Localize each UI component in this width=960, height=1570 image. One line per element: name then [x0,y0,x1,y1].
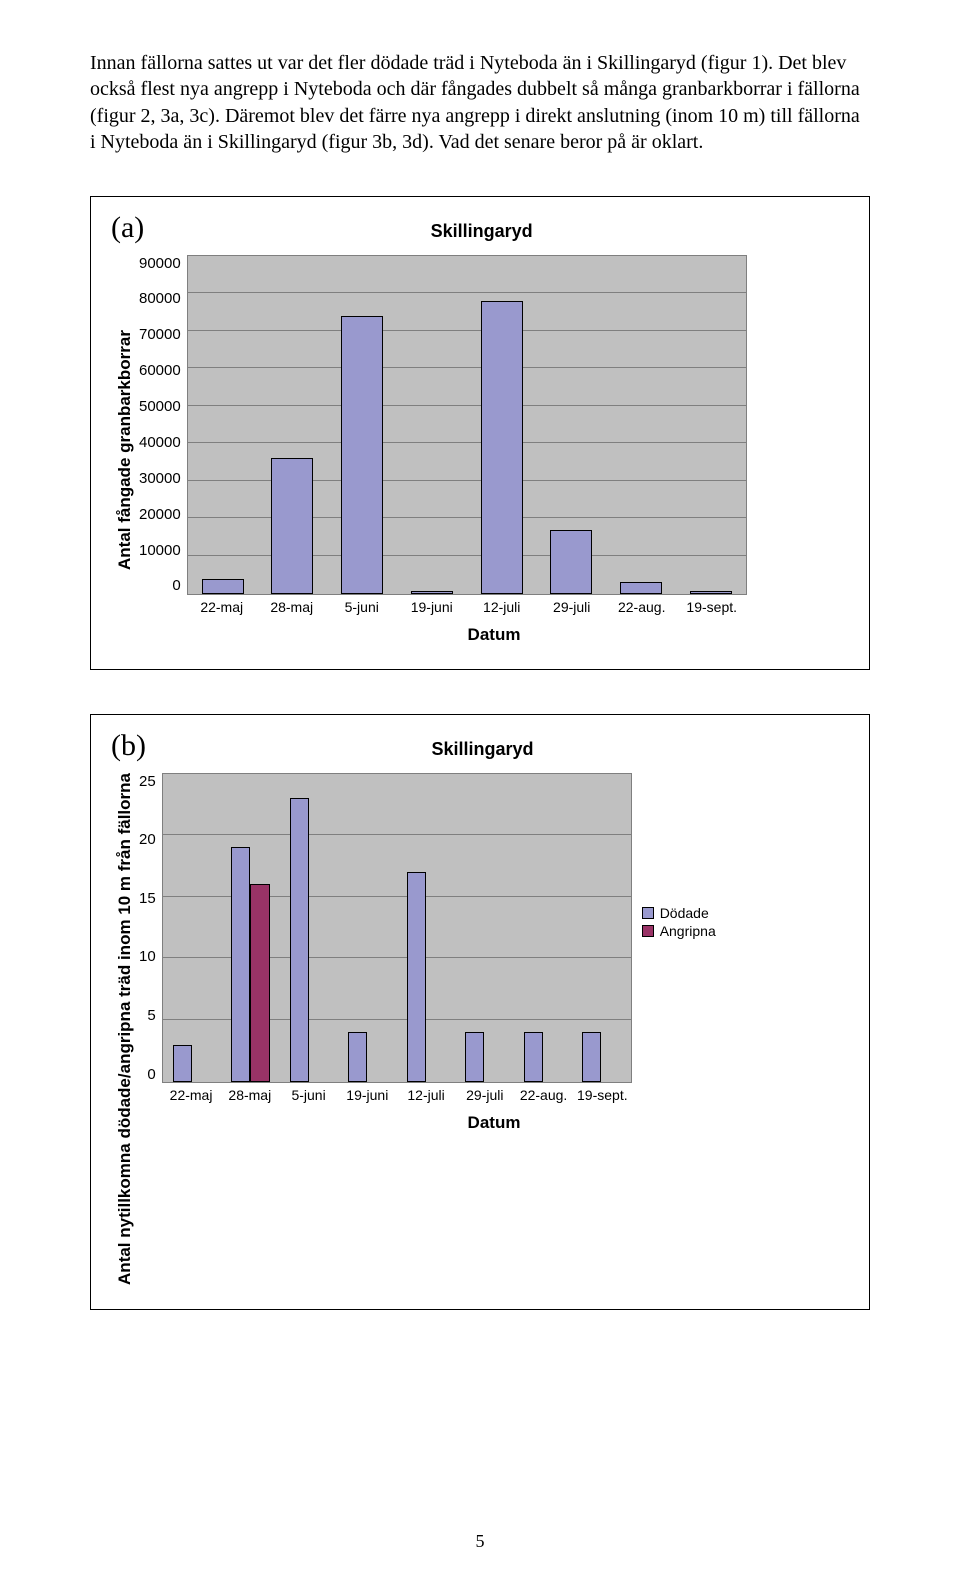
xtick-label: 19-juni [411,599,453,615]
ytick-label: 5 [147,1007,155,1024]
chart-b-xticks: 22-maj 28-maj 5-juni 19-juni 12-juli 29-juli 2… [162,1083,632,1107]
chart-a-plot-area [187,255,747,595]
chart-a-panel-letter: (a) [111,211,144,245]
legend-swatch [642,925,654,937]
xtick-label: 28-maj [228,1087,271,1103]
ytick-label: 10000 [139,542,181,559]
gridline [163,834,631,835]
xtick-label: 22-maj [200,599,243,615]
chart-b: (b) Skillingaryd Antal nytillkomna dödad… [90,714,870,1310]
ytick-label: 15 [139,890,156,907]
ytick-label: 40000 [139,434,181,451]
chart-b-y-label: Antal nytillkomna dödade/angripna träd i… [111,773,139,1285]
bar [271,458,313,593]
chart-b-x-label: Datum [139,1113,849,1133]
bar [173,1045,192,1082]
xtick-label: 28-maj [270,599,313,615]
ytick-label: 60000 [139,362,181,379]
ytick-label: 25 [139,773,156,790]
chart-a: (a) Skillingaryd Antal fångade granbarkb… [90,196,870,670]
chart-a-y-label: Antal fångade granbarkborrar [111,255,139,645]
chart-a-title: Skillingaryd [152,221,811,242]
xtick-label: 19-sept. [686,599,737,615]
ytick-label: 80000 [139,290,181,307]
bar [348,1032,367,1081]
bar [524,1032,543,1081]
gridline [188,292,746,293]
ytick-label: 30000 [139,470,181,487]
legend-item: Angripna [642,923,716,939]
chart-b-title: Skillingaryd [154,739,811,760]
ytick-label: 50000 [139,398,181,415]
xtick-label: 22-maj [170,1087,213,1103]
body-paragraph: Innan fällorna sattes ut var det fler dö… [90,50,870,156]
legend-label: Angripna [660,923,716,939]
ytick-label: 70000 [139,326,181,343]
chart-b-yticks: 25 20 15 10 5 0 [139,773,162,1083]
bar [250,884,269,1081]
ytick-label: 90000 [139,255,181,272]
legend-item: Dödade [642,905,716,921]
bar [341,316,383,594]
bar [202,579,244,594]
xtick-label: 12-juli [407,1087,444,1103]
ytick-label: 20 [139,831,156,848]
chart-a-x-label: Datum [139,625,849,645]
gridline [188,405,746,406]
legend-label: Dödade [660,905,709,921]
bar [465,1032,484,1081]
bar [582,1032,601,1081]
bar [481,301,523,594]
bar [407,872,426,1081]
chart-b-legend: Dödade Angripna [642,903,716,941]
gridline [188,442,746,443]
chart-b-plot-area [162,773,632,1083]
xtick-label: 12-juli [483,599,520,615]
ytick-label: 10 [139,948,156,965]
bar [550,530,592,594]
bar [290,798,309,1081]
xtick-label: 22-aug. [618,599,665,615]
gridline [188,367,746,368]
ytick-label: 0 [172,577,180,594]
xtick-label: 29-juli [553,599,590,615]
ytick-label: 0 [147,1066,155,1083]
xtick-label: 5-juni [291,1087,325,1103]
xtick-label: 19-sept. [577,1087,628,1103]
bar [411,591,453,593]
xtick-label: 5-juni [345,599,379,615]
bar [690,591,732,593]
xtick-label: 29-juli [466,1087,503,1103]
page-number: 5 [0,1531,960,1552]
gridline [188,330,746,331]
bar [620,582,662,593]
chart-b-panel-letter: (b) [111,729,146,763]
xtick-label: 19-juni [346,1087,388,1103]
chart-a-xticks: 22-maj 28-maj 5-juni 19-juni 12-juli 29-juli 2… [187,595,747,619]
ytick-label: 20000 [139,506,181,523]
xtick-label: 22-aug. [520,1087,567,1103]
bar [231,847,250,1081]
chart-a-yticks: 90000 80000 70000 60000 50000 40000 30000 20000… [139,255,187,595]
legend-swatch [642,907,654,919]
